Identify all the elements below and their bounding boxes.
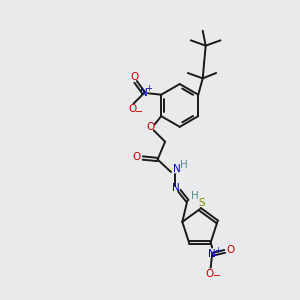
Text: +: + (146, 84, 152, 93)
Text: O: O (130, 72, 139, 82)
Text: N: N (208, 249, 216, 260)
Text: −: − (213, 271, 221, 281)
Text: N: N (173, 164, 181, 174)
Text: N: N (140, 88, 148, 98)
Text: S: S (198, 198, 205, 208)
Text: H: H (191, 191, 199, 201)
Text: O: O (147, 122, 155, 132)
Text: O: O (128, 104, 137, 114)
Text: H: H (180, 160, 188, 170)
Text: +: + (214, 246, 220, 255)
Text: O: O (205, 269, 213, 279)
Text: O: O (133, 152, 141, 162)
Text: N: N (172, 183, 180, 193)
Text: −: − (135, 107, 143, 117)
Text: O: O (226, 245, 235, 255)
